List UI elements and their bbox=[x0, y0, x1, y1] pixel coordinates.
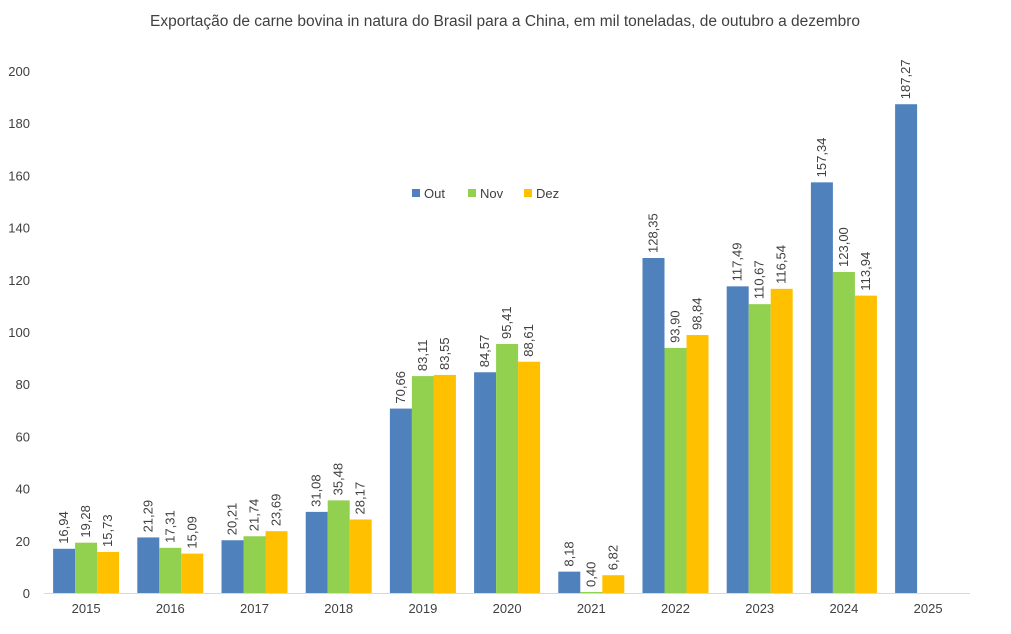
data-label: 98,84 bbox=[690, 297, 705, 330]
y-tick-label: 0 bbox=[23, 586, 30, 601]
x-tick-label: 2025 bbox=[914, 601, 943, 616]
legend-swatch-nov bbox=[468, 189, 476, 197]
chart-title: Exportação de carne bovina in natura do … bbox=[150, 13, 860, 30]
bar-out-2021 bbox=[558, 571, 581, 593]
x-tick-label: 2016 bbox=[156, 601, 185, 616]
data-label: 128,35 bbox=[646, 213, 661, 253]
data-label: 70,66 bbox=[393, 371, 408, 404]
data-label: 6,82 bbox=[605, 545, 620, 570]
data-label: 16,94 bbox=[56, 511, 71, 544]
data-label: 20,21 bbox=[225, 503, 240, 536]
data-label: 21,74 bbox=[247, 499, 262, 532]
y-axis: 0 20 40 60 80 100 120 140 160 180 200 bbox=[8, 64, 30, 601]
bar-dez-2021 bbox=[602, 575, 625, 593]
data-label: 116,54 bbox=[774, 245, 789, 284]
y-tick-label: 40 bbox=[16, 482, 30, 497]
bar-out-2017 bbox=[221, 540, 244, 593]
legend-swatch-out bbox=[412, 189, 420, 197]
bar-dez-2017 bbox=[265, 531, 288, 593]
data-label: 83,55 bbox=[437, 337, 452, 370]
x-tick-label: 2019 bbox=[408, 601, 437, 616]
bar-out-2016 bbox=[137, 537, 160, 593]
data-label: 84,57 bbox=[477, 335, 492, 368]
y-tick-label: 20 bbox=[16, 534, 30, 549]
data-label: 28,17 bbox=[353, 482, 368, 515]
data-label: 110,67 bbox=[752, 260, 767, 299]
bar-out-2015 bbox=[53, 548, 76, 593]
bar-nov-2023 bbox=[748, 304, 771, 593]
x-tick-label: 2023 bbox=[745, 601, 774, 616]
data-label: 83,11 bbox=[415, 340, 430, 372]
bar-nov-2016 bbox=[159, 547, 182, 593]
legend-label-out: Out bbox=[424, 186, 445, 201]
data-label: 31,08 bbox=[309, 474, 324, 507]
x-tick-label: 2017 bbox=[240, 601, 269, 616]
x-tick-label: 2018 bbox=[324, 601, 353, 616]
y-tick-label: 200 bbox=[8, 64, 30, 79]
y-tick-label: 140 bbox=[8, 221, 30, 236]
bar-dez-2024 bbox=[854, 295, 877, 593]
y-tick-label: 180 bbox=[8, 116, 30, 131]
bar-nov-2018 bbox=[327, 500, 350, 593]
data-label: 187,27 bbox=[898, 59, 913, 99]
bar-dez-2023 bbox=[770, 288, 793, 593]
data-label: 157,34 bbox=[814, 138, 829, 178]
data-label: 15,73 bbox=[100, 514, 115, 547]
bar-dez-2022 bbox=[686, 335, 709, 593]
bar-dez-2019 bbox=[433, 374, 456, 593]
bar-out-2025 bbox=[895, 104, 918, 593]
data-label: 0,40 bbox=[583, 562, 598, 587]
bar-nov-2015 bbox=[75, 542, 98, 593]
bar-dez-2018 bbox=[349, 519, 372, 593]
data-label: 35,48 bbox=[331, 463, 346, 496]
bar-out-2020 bbox=[474, 372, 497, 593]
bar-dez-2016 bbox=[181, 553, 204, 593]
x-tick-label: 2021 bbox=[577, 601, 606, 616]
data-labels: 16,94 19,28 15,73 21,29 17,31 15,09 20,21 21,74… bbox=[56, 59, 913, 586]
data-label: 95,41 bbox=[499, 306, 514, 339]
x-axis: 2015 2016 2017 2018 2019 2020 2021 2022 2023 2024… bbox=[44, 593, 971, 616]
x-tick-label: 2020 bbox=[493, 601, 522, 616]
bar-out-2023 bbox=[726, 286, 749, 593]
bar-nov-2022 bbox=[664, 347, 687, 593]
x-tick-label: 2024 bbox=[829, 601, 858, 616]
data-label: 19,28 bbox=[78, 505, 93, 538]
bar-out-2022 bbox=[642, 258, 665, 593]
y-tick-label: 60 bbox=[16, 429, 30, 444]
bar-nov-2019 bbox=[411, 376, 434, 593]
bar-dez-2020 bbox=[518, 361, 541, 593]
bar-out-2024 bbox=[810, 182, 833, 594]
data-label: 21,29 bbox=[140, 500, 155, 533]
y-tick-label: 80 bbox=[16, 377, 30, 392]
legend-label-dez: Dez bbox=[536, 186, 559, 201]
bar-nov-2020 bbox=[496, 343, 519, 593]
data-label: 15,09 bbox=[184, 516, 199, 549]
data-label: 17,31 bbox=[162, 510, 177, 543]
y-tick-label: 160 bbox=[8, 168, 30, 183]
legend-label-nov: Nov bbox=[480, 186, 504, 201]
bar-nov-2021 bbox=[580, 591, 603, 593]
bar-dez-2015 bbox=[97, 551, 120, 593]
legend-swatch-dez bbox=[524, 189, 532, 197]
legend: Out Nov Dez bbox=[412, 186, 559, 201]
bar-nov-2017 bbox=[243, 536, 266, 593]
bar-out-2018 bbox=[305, 511, 328, 593]
bar-out-2019 bbox=[389, 408, 412, 593]
y-tick-label: 120 bbox=[8, 273, 30, 288]
data-label: 93,90 bbox=[668, 310, 683, 343]
y-tick-label: 100 bbox=[8, 325, 30, 340]
data-label: 117,49 bbox=[730, 243, 745, 282]
data-label: 8,18 bbox=[561, 541, 576, 566]
bars bbox=[53, 104, 918, 594]
x-tick-label: 2015 bbox=[72, 601, 101, 616]
data-label: 123,00 bbox=[836, 227, 851, 267]
x-tick-label: 2022 bbox=[661, 601, 690, 616]
data-label: 113,94 bbox=[858, 252, 873, 291]
bar-nov-2024 bbox=[832, 271, 855, 593]
data-label: 23,69 bbox=[269, 494, 284, 527]
data-label: 88,61 bbox=[521, 324, 536, 357]
